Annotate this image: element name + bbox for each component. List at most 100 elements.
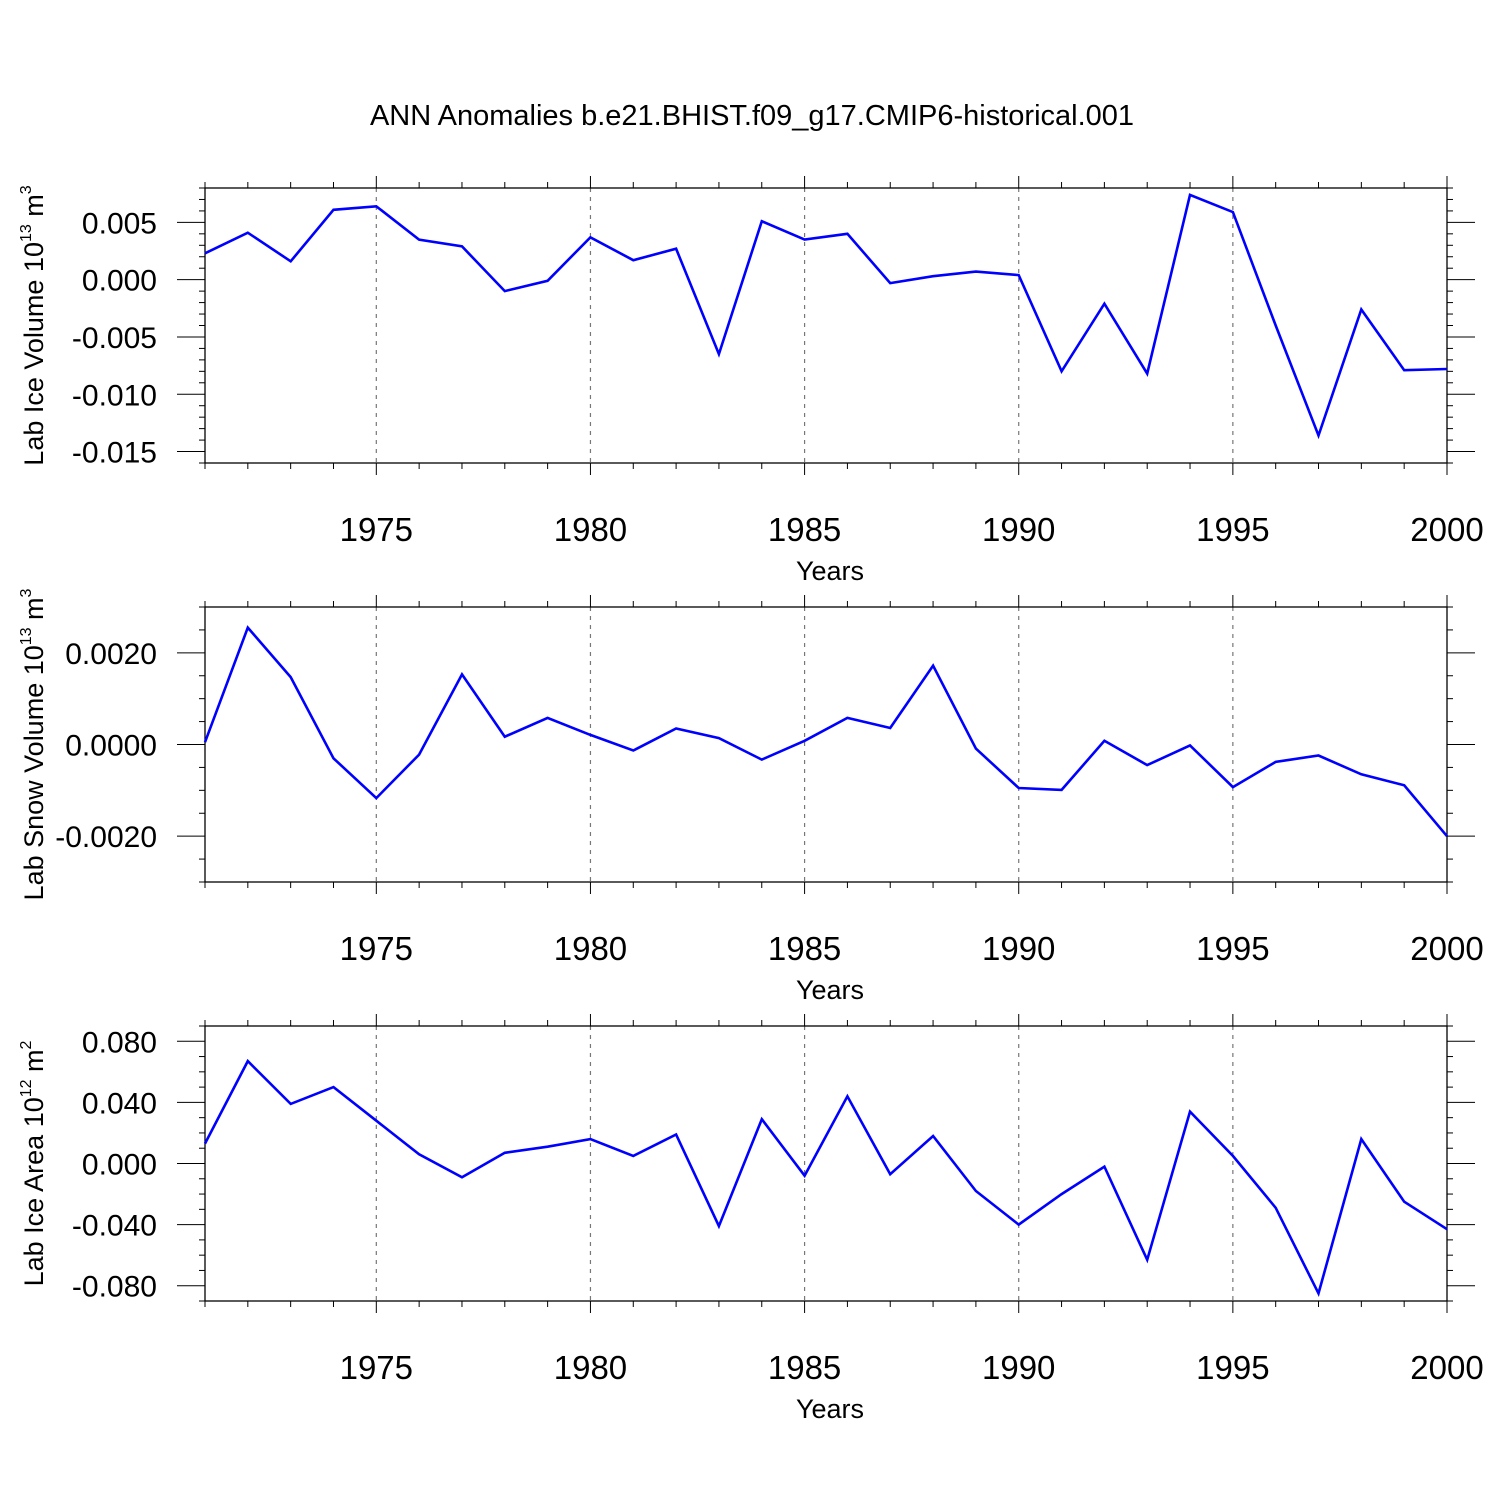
- y-tick-label: -0.040: [72, 1210, 157, 1243]
- data-point: [760, 758, 764, 762]
- x-tick-label: 1990: [982, 930, 1055, 967]
- data-point: [246, 231, 250, 235]
- y-tick-label: 0.040: [82, 1087, 157, 1120]
- data-point: [1274, 760, 1278, 764]
- y-axis-label-unit: m: [19, 597, 49, 627]
- data-point: [1359, 307, 1363, 311]
- data-point: [974, 270, 978, 274]
- data-point: [1017, 786, 1021, 790]
- plot-frame: [204, 1025, 1448, 1302]
- data-point: [1445, 1227, 1449, 1231]
- y-tick-label: 0.000: [82, 265, 157, 298]
- x-tick-label: 1985: [768, 1349, 841, 1386]
- data-point: [588, 1137, 592, 1141]
- data-point: [1017, 273, 1021, 277]
- panel-3: 0.080 0.040 0.000 -0.040 -0.080 1975 1980 1985 1…: [18, 1014, 1484, 1424]
- data-point: [374, 1119, 378, 1123]
- data-point: [931, 664, 935, 668]
- y-tick-label: 0.0000: [65, 730, 157, 763]
- y-tick-label: -0.015: [72, 437, 157, 470]
- series-line-1: [203, 625, 1448, 838]
- data-point: [1060, 788, 1064, 792]
- y-tick-label: 0.000: [82, 1149, 157, 1182]
- data-point: [1145, 372, 1149, 376]
- x-tick-label: 2000: [1410, 930, 1483, 967]
- y-tick-label: -0.005: [72, 322, 157, 355]
- data-point: [1402, 1200, 1406, 1204]
- data-point: [760, 219, 764, 223]
- data-point: [289, 259, 293, 263]
- data-point: [246, 1059, 250, 1063]
- data-point: [674, 247, 678, 251]
- data-point: [1317, 1291, 1321, 1295]
- data-point: [1402, 368, 1406, 372]
- y-axis-label-unit-exponent: 2: [18, 1040, 35, 1049]
- data-point: [974, 747, 978, 751]
- data-point: [1102, 1165, 1106, 1169]
- data-point: [203, 251, 207, 255]
- data-point: [803, 1174, 807, 1178]
- data-point: [631, 258, 635, 262]
- data-point: [203, 740, 207, 744]
- x-tick-label: 1990: [982, 1349, 1055, 1386]
- data-point: [1445, 367, 1449, 371]
- data-point: [503, 735, 507, 739]
- data-point: [845, 1094, 849, 1098]
- data-point: [1231, 210, 1235, 214]
- panel-1: 0.005 0.000 -0.005 -0.010 -0.015 1975 1980 1985…: [18, 176, 1484, 586]
- data-point: [1231, 1154, 1235, 1158]
- data-point: [1359, 1137, 1363, 1141]
- data-point: [1102, 302, 1106, 306]
- x-tick-label: 1975: [340, 930, 413, 967]
- data-point: [1359, 772, 1363, 776]
- data-point: [546, 716, 550, 720]
- data-point: [546, 279, 550, 283]
- series-line-1: [204, 193, 1448, 440]
- y-tick-label: -0.0020: [55, 821, 157, 854]
- data-point: [460, 244, 464, 248]
- y-axis-label-unit: m: [19, 194, 49, 224]
- x-tick-label: 2000: [1410, 511, 1483, 548]
- data-point: [760, 1117, 764, 1121]
- data-point: [631, 1154, 635, 1158]
- data-point: [888, 281, 892, 285]
- x-axis-label: Years: [796, 975, 864, 1005]
- y-tick-label: 0.0020: [65, 638, 157, 671]
- data-point: [1060, 1192, 1064, 1196]
- panel-2: 0.0020 0.0000 -0.0020 1975 1980 1985 1990 1995 2…: [18, 588, 1484, 1005]
- data-point: [974, 1189, 978, 1193]
- data-point: [674, 726, 678, 730]
- data-point: [246, 626, 250, 630]
- data-point: [331, 208, 335, 212]
- x-tick-label: 1995: [1196, 930, 1269, 967]
- y-axis-label-text: Lab Snow Volume 10: [19, 645, 49, 900]
- data-point: [931, 274, 935, 278]
- data-point: [1317, 434, 1321, 438]
- y-axis-label-unit-exponent: 3: [18, 588, 35, 597]
- y-tick-label: -0.010: [72, 379, 157, 412]
- series-line-1: [203, 1058, 1448, 1298]
- x-tick-label: 2000: [1410, 1349, 1483, 1386]
- data-point: [1017, 1223, 1021, 1227]
- y-tick-label: 0.005: [82, 207, 157, 240]
- y-tick-label: 0.080: [82, 1026, 157, 1059]
- data-point: [888, 726, 892, 730]
- y-axis-label: Lab Ice Volume 1013 m3: [18, 185, 49, 465]
- x-tick-label: 1985: [768, 511, 841, 548]
- data-point: [331, 1085, 335, 1089]
- data-point: [417, 1152, 421, 1156]
- data-point: [888, 1172, 892, 1176]
- data-point: [1274, 1206, 1278, 1210]
- data-point: [289, 675, 293, 679]
- data-point: [717, 352, 721, 356]
- data-point: [1188, 193, 1192, 197]
- x-tick-label: 1995: [1196, 1349, 1269, 1386]
- x-tick-label: 1990: [982, 511, 1055, 548]
- data-point: [546, 1145, 550, 1149]
- data-point: [845, 232, 849, 236]
- y-axis-label-exponent: 12: [18, 1079, 35, 1097]
- data-point: [1274, 324, 1278, 328]
- data-point: [717, 736, 721, 740]
- data-point: [1145, 763, 1149, 767]
